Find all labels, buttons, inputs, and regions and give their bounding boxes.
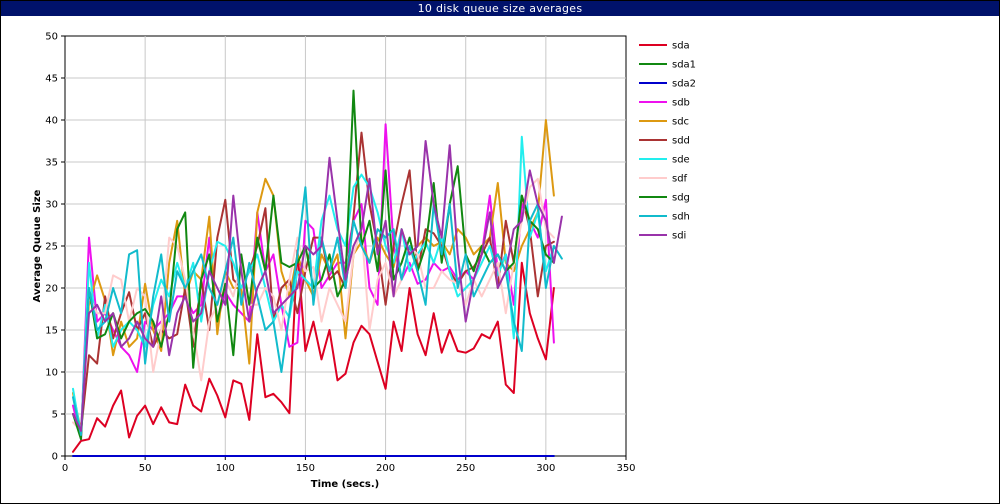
legend-item-sdb: sdb xyxy=(639,98,690,109)
legend-label: sdh xyxy=(672,212,690,223)
x-tick-label: 300 xyxy=(536,463,555,474)
series-line-sda xyxy=(72,249,555,453)
legend-label: sda2 xyxy=(672,79,696,90)
y-axis-title: Average Queue Size xyxy=(32,189,43,302)
legend-label: sdg xyxy=(672,193,690,204)
axis-ticks: 0 50 100 150 200 250 300 350 0 5 10 15 20 25 30 35 40 45 5… xyxy=(45,32,635,475)
chart-title-bar: 10 disk queue size averages xyxy=(1,1,999,16)
y-tick-label: 25 xyxy=(45,242,58,253)
series-line-sdg xyxy=(72,89,555,441)
series-line-sdh xyxy=(72,186,563,436)
x-tick-label: 150 xyxy=(296,463,315,474)
legend-item-sda1: sda1 xyxy=(639,60,696,71)
legend-item-sda: sda xyxy=(639,41,690,52)
legend-item-sdg: sdg xyxy=(639,193,690,204)
y-tick-label: 0 xyxy=(52,452,58,463)
y-tick-label: 10 xyxy=(45,368,58,379)
legend-label: sdb xyxy=(672,98,690,109)
x-tick-label: 250 xyxy=(456,463,475,474)
legend-item-sda2: sda2 xyxy=(639,79,696,90)
x-axis-title: Time (secs.) xyxy=(311,479,380,490)
series-line-sdi xyxy=(72,140,563,432)
x-tick-label: 200 xyxy=(376,463,395,474)
legend-label: sdc xyxy=(672,117,689,128)
y-tick-label: 5 xyxy=(52,410,58,421)
series-lines xyxy=(72,89,563,457)
y-tick-label: 20 xyxy=(45,284,58,295)
x-tick-label: 0 xyxy=(62,463,68,474)
legend-label: sda1 xyxy=(672,60,696,71)
y-tick-label: 15 xyxy=(45,326,58,337)
y-tick-label: 35 xyxy=(45,158,58,169)
legend-item-sdc: sdc xyxy=(639,117,689,128)
y-tick-label: 30 xyxy=(45,200,58,211)
legend-label: sdf xyxy=(672,174,688,185)
legend: sda sda1 sda2 sdb sdc sdd sde sdf sdg sdh sdi xyxy=(639,41,696,242)
legend-item-sdh: sdh xyxy=(639,212,690,223)
y-tick-label: 50 xyxy=(45,32,58,43)
y-tick-label: 45 xyxy=(45,74,58,85)
x-tick-label: 50 xyxy=(139,463,152,474)
legend-item-sdf: sdf xyxy=(639,174,688,185)
line-chart: 0 50 100 150 200 250 300 350 0 5 10 15 20 25 30 35 40 45 5… xyxy=(32,32,696,491)
x-tick-label: 350 xyxy=(616,463,635,474)
legend-label: sdi xyxy=(672,231,686,242)
legend-item-sdd: sdd xyxy=(639,136,690,147)
y-tick-label: 40 xyxy=(45,116,58,127)
x-tick-label: 100 xyxy=(216,463,235,474)
legend-label: sde xyxy=(672,155,690,166)
legend-item-sde: sde xyxy=(639,155,690,166)
legend-item-sdi: sdi xyxy=(639,231,686,242)
legend-label: sdd xyxy=(672,136,690,147)
legend-label: sda xyxy=(672,41,690,52)
